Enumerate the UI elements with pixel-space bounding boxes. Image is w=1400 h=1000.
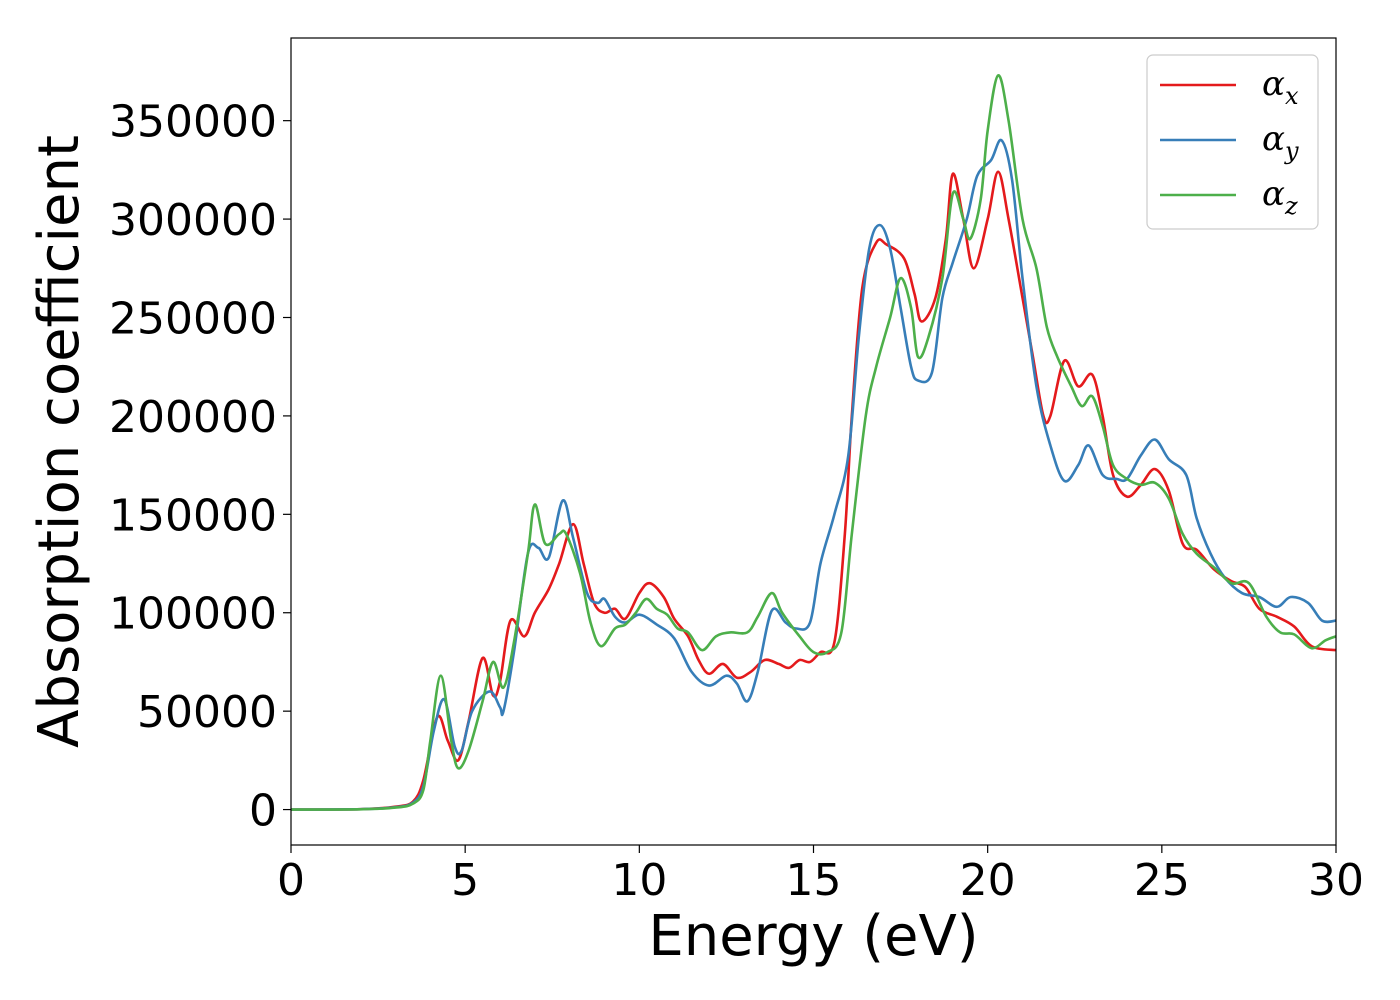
y-tick-label: 150000	[109, 490, 277, 541]
y-tick-label: 250000	[109, 293, 277, 344]
x-tick-label: 20	[960, 855, 1016, 906]
y-tick-label: 0	[249, 786, 277, 837]
y-tick-label: 300000	[109, 195, 277, 246]
series-layer	[291, 74, 1336, 811]
x-tick-label: 30	[1308, 855, 1364, 906]
series-line-z	[291, 74, 1336, 811]
series-line-y	[291, 138, 1336, 811]
x-tick-label: 10	[611, 855, 667, 906]
y-axis-label: Absorption coefficient	[27, 135, 92, 748]
y-tick-label: 100000	[109, 589, 277, 640]
x-axis: 0 5 10 15 20 25 30	[277, 845, 1364, 906]
x-tick-label: 0	[277, 855, 305, 906]
y-axis: 0 50000 100000 150000 200000 250000 300000 3500…	[109, 97, 291, 837]
x-tick-label: 25	[1134, 855, 1190, 906]
x-tick-label: 5	[451, 855, 479, 906]
y-tick-label: 350000	[109, 97, 277, 148]
legend-box	[1146, 54, 1319, 230]
x-axis-label: Energy (eV)	[648, 904, 978, 969]
y-tick-label: 50000	[137, 687, 277, 738]
y-tick-label: 200000	[109, 392, 277, 443]
x-tick-label: 15	[786, 855, 842, 906]
series-line-x	[291, 170, 1336, 811]
